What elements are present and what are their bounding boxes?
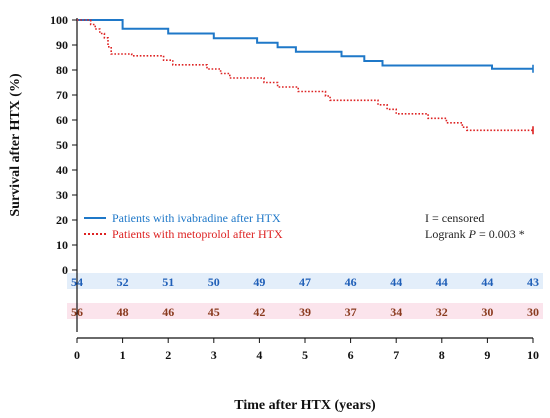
risk-count: 34 xyxy=(390,305,402,319)
y-tick-label: 0 xyxy=(62,263,68,277)
survival-curve-ivabradine xyxy=(77,19,533,70)
y-axis-ticks: 0 10 20 30 40 50 60 70 80 90 100 xyxy=(50,13,77,277)
x-tick-label: 3 xyxy=(211,348,217,362)
y-axis-title: Survival after HTX (%) xyxy=(8,73,23,217)
risk-count: 46 xyxy=(162,305,174,319)
y-tick-label: 10 xyxy=(56,238,68,252)
risk-count: 46 xyxy=(345,275,357,289)
y-tick-label: 50 xyxy=(56,138,68,152)
survival-curve-metoprolol xyxy=(77,19,533,132)
x-tick-label: 8 xyxy=(439,348,445,362)
risk-count: 37 xyxy=(345,305,357,319)
y-tick-label: 100 xyxy=(50,13,68,27)
x-tick-label: 6 xyxy=(348,348,354,362)
risk-count: 48 xyxy=(117,305,129,319)
risk-table-backgrounds xyxy=(67,273,543,319)
y-tick-label: 20 xyxy=(56,213,68,227)
risk-count: 52 xyxy=(117,275,129,289)
risk-count: 43 xyxy=(527,275,539,289)
x-tick-label: 9 xyxy=(484,348,490,362)
x-tick-label: 10 xyxy=(527,348,539,362)
y-tick-label: 60 xyxy=(56,113,68,127)
risk-row-background xyxy=(67,303,543,319)
risk-count: 49 xyxy=(253,275,265,289)
risk-count: 45 xyxy=(208,305,220,319)
annotation: I = censored Logrank P = 0.003 * xyxy=(425,211,525,241)
x-tick-label: 2 xyxy=(165,348,171,362)
risk-row-background xyxy=(67,273,543,289)
x-tick-label: 1 xyxy=(120,348,126,362)
survival-curves xyxy=(77,19,534,135)
risk-count: 54 xyxy=(71,275,83,289)
y-tick-label: 70 xyxy=(56,88,68,102)
logrank-prefix: Logrank xyxy=(425,227,469,241)
y-tick-label: 30 xyxy=(56,188,68,202)
risk-count: 30 xyxy=(527,305,539,319)
x-tick-label: 5 xyxy=(302,348,308,362)
risk-count: 47 xyxy=(299,275,311,289)
x-axis-title: Time after HTX (years) xyxy=(234,398,376,413)
legend-label-metoprolol: Patients with metoprolol after HTX xyxy=(112,227,283,241)
risk-count: 30 xyxy=(481,305,493,319)
risk-count: 44 xyxy=(436,275,448,289)
risk-count: 44 xyxy=(390,275,402,289)
number-at-risk-table: 54 52 51 50 49 47 46 44 44 44 43 56 48 46 45 42 39 37 34 32… xyxy=(71,275,539,319)
y-tick-label: 90 xyxy=(56,38,68,52)
risk-count: 42 xyxy=(253,305,265,319)
censor-note: I = censored xyxy=(425,211,484,225)
x-tick-label: 0 xyxy=(74,348,80,362)
logrank-note: Logrank P = 0.003 * xyxy=(425,227,525,241)
risk-count: 56 xyxy=(71,305,83,319)
risk-count: 50 xyxy=(208,275,220,289)
risk-count: 44 xyxy=(481,275,493,289)
risk-count: 39 xyxy=(299,305,311,319)
x-axis-ticks: 0 1 2 3 4 5 6 7 8 9 10 xyxy=(74,338,539,362)
y-tick-label: 40 xyxy=(56,163,68,177)
x-tick-label: 7 xyxy=(393,348,399,362)
logrank-value: = 0.003 * xyxy=(476,227,525,241)
x-tick-label: 4 xyxy=(256,348,262,362)
risk-count: 32 xyxy=(436,305,448,319)
y-tick-label: 80 xyxy=(56,63,68,77)
legend-label-ivabradine: Patients with ivabradine after HTX xyxy=(112,211,281,225)
logrank-p: P xyxy=(468,227,477,241)
legend: Patients with ivabradine after HTX Patie… xyxy=(84,211,283,241)
risk-count: 51 xyxy=(162,275,174,289)
